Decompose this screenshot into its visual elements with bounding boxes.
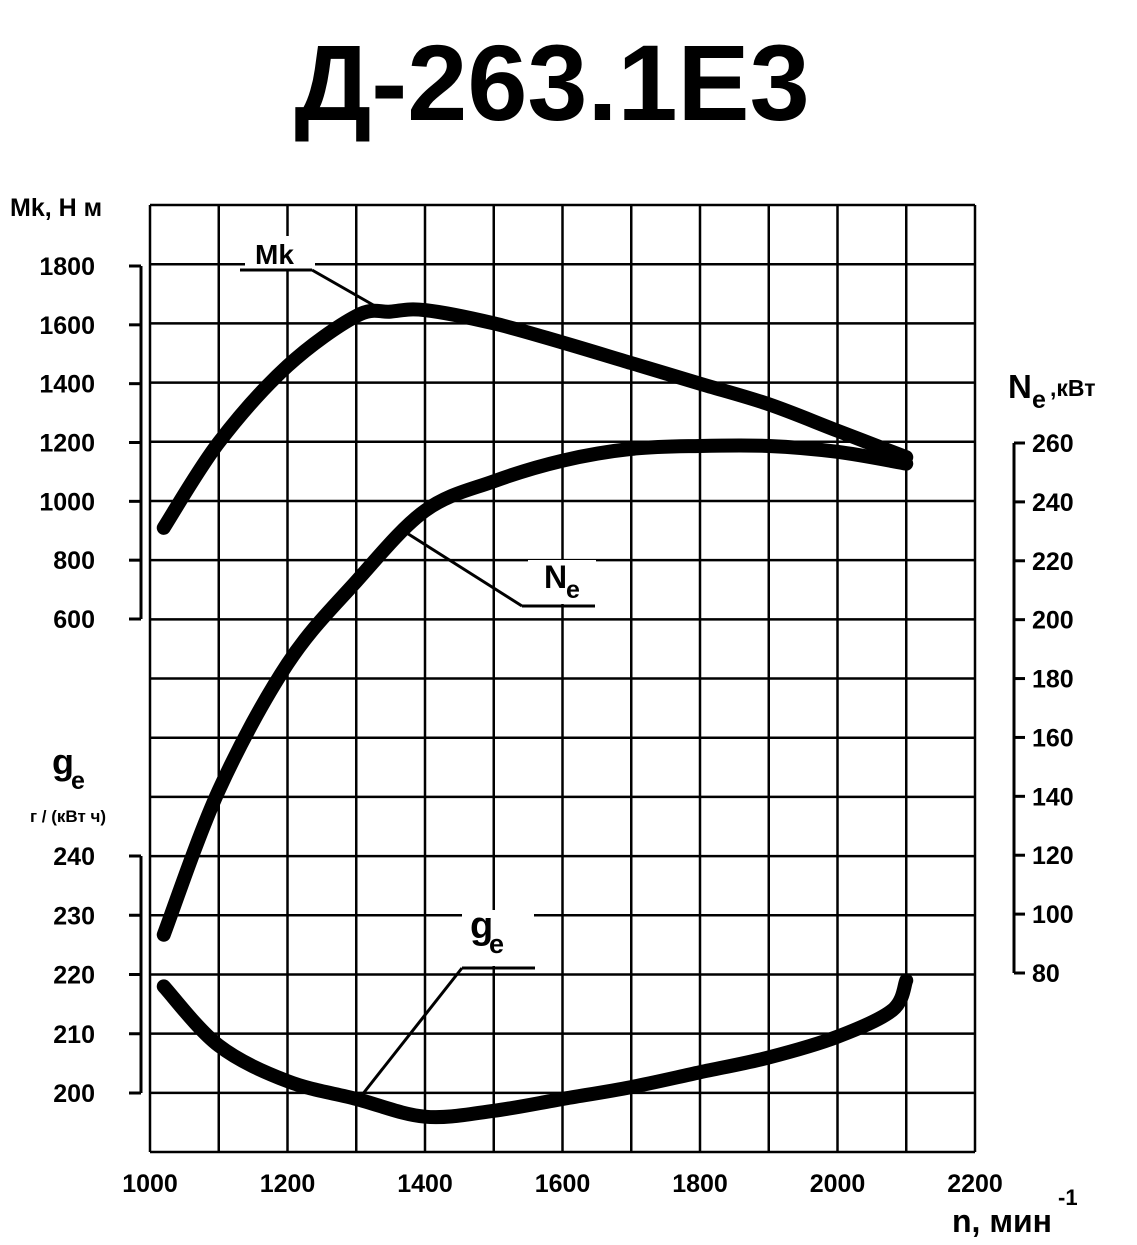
mk-tick-label: 1600 xyxy=(39,312,95,340)
mk-tick-label: 1200 xyxy=(39,430,95,458)
x-tick-label: 2000 xyxy=(810,1170,866,1198)
mk-axis-label: Mk, Н м xyxy=(10,194,102,222)
ge-curve-label-subscript: e xyxy=(489,929,504,959)
ge-label-bg xyxy=(462,910,534,966)
ne-tick-label: 160 xyxy=(1032,724,1074,752)
ne-axis-label-unit: ,кВт xyxy=(1050,375,1095,401)
x-tick-label: 1000 xyxy=(122,1170,178,1198)
x-axis-label-superscript: -1 xyxy=(1058,1185,1078,1210)
ne-axis-label: N xyxy=(1008,368,1032,405)
mk-tick-label: 1000 xyxy=(39,488,95,516)
ne-axis-label-subscript: e xyxy=(1032,386,1046,414)
mk-tick-label: 600 xyxy=(53,606,95,634)
ne-curve-label-subscript: e xyxy=(566,576,580,604)
ne-label-bg xyxy=(528,560,596,604)
ge-tick-label: 230 xyxy=(53,902,95,930)
ne-tick-label: 180 xyxy=(1032,666,1074,694)
x-tick-label: 1600 xyxy=(535,1170,591,1198)
ne-leader-line xyxy=(401,528,523,608)
ne-tick-label: 120 xyxy=(1032,842,1074,870)
mk-curve-label: Mk xyxy=(255,239,294,270)
ge-tick-label: 210 xyxy=(53,1021,95,1049)
mk-label-bg xyxy=(245,236,315,270)
series-ne-line xyxy=(156,438,914,942)
series-mk-line xyxy=(156,302,914,535)
ne-tick-label: 260 xyxy=(1032,430,1074,458)
ne-curve-label: N xyxy=(544,559,567,595)
x-tick-label: 1200 xyxy=(260,1170,316,1198)
ne-tick-label: 140 xyxy=(1032,783,1074,811)
x-axis-label: n, мин xyxy=(952,1203,1052,1239)
x-tick-label: 1400 xyxy=(397,1170,453,1198)
mk-tick-label: 1400 xyxy=(39,371,95,399)
mk-tick-label: 1800 xyxy=(39,253,95,281)
series-ge-line xyxy=(156,973,914,1125)
ne-tick-label: 80 xyxy=(1032,960,1060,988)
ne-tick-label: 200 xyxy=(1032,607,1074,635)
grid xyxy=(148,203,977,1154)
ne-tick-label: 220 xyxy=(1032,548,1074,576)
mk-tick-label: 800 xyxy=(53,547,95,575)
ge-axis-label: g xyxy=(52,741,74,782)
ge-curve-label: g xyxy=(470,905,493,947)
chart-title: Д-263.1Е3 xyxy=(294,22,809,143)
ge-tick-label: 220 xyxy=(53,962,95,990)
x-tick-label: 1800 xyxy=(672,1170,728,1198)
series-lines xyxy=(156,302,914,1125)
ge-leader-line xyxy=(360,967,464,1096)
axes: 1000 1200 1400 1600 1800 2000 2200 n, мин-1 600 8… xyxy=(10,194,1095,1239)
ge-tick-label: 200 xyxy=(53,1080,95,1108)
ge-tick-label: 240 xyxy=(53,843,95,871)
mk-leader-line xyxy=(311,268,376,308)
ne-tick-label: 240 xyxy=(1032,489,1074,517)
ge-axis-label-subscript: e xyxy=(71,767,85,795)
ge-axis-unit-label: г / (кВт ч) xyxy=(30,807,106,826)
x-tick-label: 2200 xyxy=(947,1170,1003,1198)
ne-tick-label: 100 xyxy=(1032,901,1074,929)
